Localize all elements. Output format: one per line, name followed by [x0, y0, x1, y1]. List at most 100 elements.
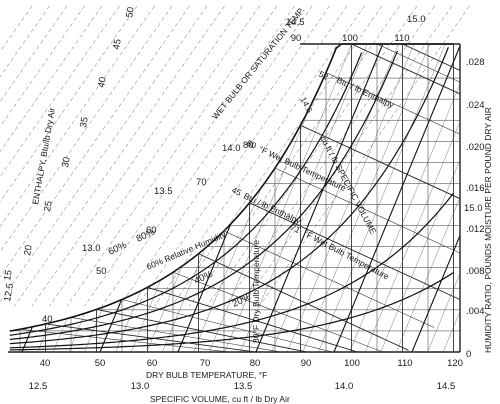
specific-volume-curve-tick-label: 15.0: [464, 203, 483, 214]
specific-volume-line: [99, 44, 241, 352]
enthalpy-guide-line: [259, 5, 470, 307]
dry-bulb-tick-label: 40: [40, 358, 51, 369]
enthalpy-guide-line: [136, 5, 348, 307]
enthalpy-guide-line: [0, 5, 138, 203]
enthalpy-guide-line: [49, 5, 260, 307]
specific-volume-minor-line: [396, 44, 460, 352]
saturation-curve: [9, 43, 454, 332]
specific-volume-minor-line: [365, 44, 460, 352]
wet-bulb-curve-tick-label: 50: [96, 266, 107, 277]
annotation-dry-bulb: 80°F Dry Bulb Temperature: [251, 240, 261, 343]
wet-bulb-line: [121, 299, 333, 352]
annotation-wet-bulb-71-text: °F Wet Bulb Temperature: [302, 228, 391, 282]
humidity-tick-label: .024: [466, 100, 485, 111]
specific-volume-line: [333, 44, 460, 352]
wet-bulb-line: [223, 230, 435, 328]
dry-bulb-tick-label: 120: [447, 358, 463, 369]
enthalpy-guide-line: [241, 5, 453, 307]
specific-volume-bottom-tick-label: 14.0: [335, 381, 354, 392]
humidity-tick-label: .028: [466, 57, 485, 68]
dry-bulb-tick-label: 60: [147, 358, 158, 369]
wet-bulb-line: [351, 44, 460, 95]
annotation-enthalpy-52-value: 52: [317, 69, 330, 82]
wet-bulb-line: [172, 272, 384, 352]
wet-bulb-line: [198, 253, 409, 351]
annotation-wet-bulb-80-value: 80: [245, 138, 258, 151]
enthalpy-tick-label: 50: [124, 6, 137, 18]
specific-volume-minor-line: [318, 44, 459, 352]
enthalpy-guide-line: [31, 5, 243, 307]
enthalpy-tick-label: 35: [78, 116, 91, 128]
wet-bulb-line: [45, 323, 256, 352]
specific-volume-bottom-tick-label: 12.5: [29, 381, 48, 392]
specific-volume-curve-tick-label: 13.5: [154, 186, 173, 197]
wet-bulb-line: [96, 308, 307, 352]
enthalpy-guide-line: [84, 5, 295, 307]
dry-bulb-tick-label: 70: [200, 358, 211, 369]
specific-volume-curve-tick-label: 15.0: [407, 14, 426, 25]
specific-volume-minor-line: [224, 44, 365, 352]
enthalpy-guide-line: [206, 5, 418, 307]
wet-bulb-line: [147, 286, 358, 352]
enthalpy-tick-label: 20: [22, 244, 35, 256]
wet-bulb-line: [274, 167, 460, 254]
relative-humidity-curve: [9, 192, 454, 349]
enthalpy-guide-line: [189, 5, 400, 307]
humidity-tick-label: .020: [466, 142, 485, 153]
wet-bulb-curve-tick-label: 60: [146, 225, 157, 236]
enthalpy-guide-line: [66, 5, 278, 307]
wet-bulb-top-tick-label: 110: [394, 33, 409, 44]
relative-humidity-curve: [9, 47, 449, 345]
dry-bulb-axis-label: DRY BULB TEMPERATURE, °F: [146, 370, 267, 380]
enthalpy-tick-label: 15: [2, 269, 15, 281]
specific-volume-curve-tick-label: 14.0: [222, 143, 241, 154]
specific-volume-minor-line: [271, 44, 412, 352]
enthalpy-guide-line: [171, 5, 383, 307]
enthalpy-tick-label: 25: [42, 200, 55, 212]
relative-humidity-curve: [9, 272, 454, 351]
wet-bulb-top-tick-label: 90: [291, 33, 302, 44]
dry-bulb-tick-label: 110: [397, 358, 412, 369]
wet-bulb-top-tick-label: 100: [342, 33, 358, 44]
humidity-tick-label: .012: [466, 224, 485, 235]
relative-humidity-label: 60%: [107, 239, 129, 257]
annotation-enthalpy-45-value: 45: [230, 185, 243, 198]
enthalpy-guide-line: [0, 5, 208, 303]
enthalpy-guide-line: [0, 5, 120, 178]
wet-bulb-curve-tick-label: 40: [42, 314, 53, 325]
wet-bulb-curve-tick-label: 80: [243, 140, 254, 151]
specific-volume-bottom-tick-label: 14.5: [437, 381, 456, 392]
specific-volume-minor-line: [287, 44, 428, 352]
enthalpy-guide-line: [0, 5, 173, 253]
dry-bulb-tick-label: 90: [301, 358, 312, 369]
wet-bulb-line: [249, 202, 460, 300]
specific-volume-minor-line: [349, 44, 460, 352]
specific-volume-minor-line: [37, 44, 178, 352]
dry-bulb-tick-label: 80: [250, 358, 261, 369]
specific-volume-axis-label: SPECIFIC VOLUME, cu ft / lb Dry Air: [150, 394, 290, 404]
humidity-tick-label: .004: [466, 306, 485, 317]
enthalpy-tick-label: 40: [96, 76, 109, 88]
dry-bulb-tick-label: 50: [95, 358, 106, 369]
enthalpy-axis-label: ENTHALPY, Btu/lb Dry Air: [30, 107, 57, 206]
annotation-volume-value: 14.6: [298, 95, 315, 115]
enthalpy-guide-line: [14, 5, 225, 307]
specific-volume-line: [255, 44, 397, 352]
wet-bulb-line: [376, 44, 460, 83]
enthalpy-guide-line: [0, 5, 68, 103]
specific-volume-bottom-tick-label: 13.5: [234, 381, 253, 392]
humidity-axis-label: HUMIDITY RATIO, POUNDS MOISTURE PER POUN…: [483, 107, 493, 353]
dry-bulb-tick-label: 100: [344, 358, 360, 369]
enthalpy-guide-line: [0, 5, 33, 53]
annotation-wet-bulb-71-value: 71: [289, 222, 302, 235]
humidity-tick-label: .016: [466, 183, 485, 194]
specific-volume-minor-line: [427, 44, 460, 352]
enthalpy-guide-line: [0, 5, 190, 278]
specific-volume-minor-line: [68, 44, 209, 352]
enthalpy-guide-line: [154, 5, 365, 307]
enthalpy-guide-line: [0, 5, 155, 228]
wet-bulb-axis-label: WET BULB OR SATURATION TEMP.: [210, 5, 307, 121]
wet-bulb-curve-tick-label: 70: [196, 177, 207, 188]
specific-volume-curve-tick-label: 13.0: [82, 243, 101, 254]
